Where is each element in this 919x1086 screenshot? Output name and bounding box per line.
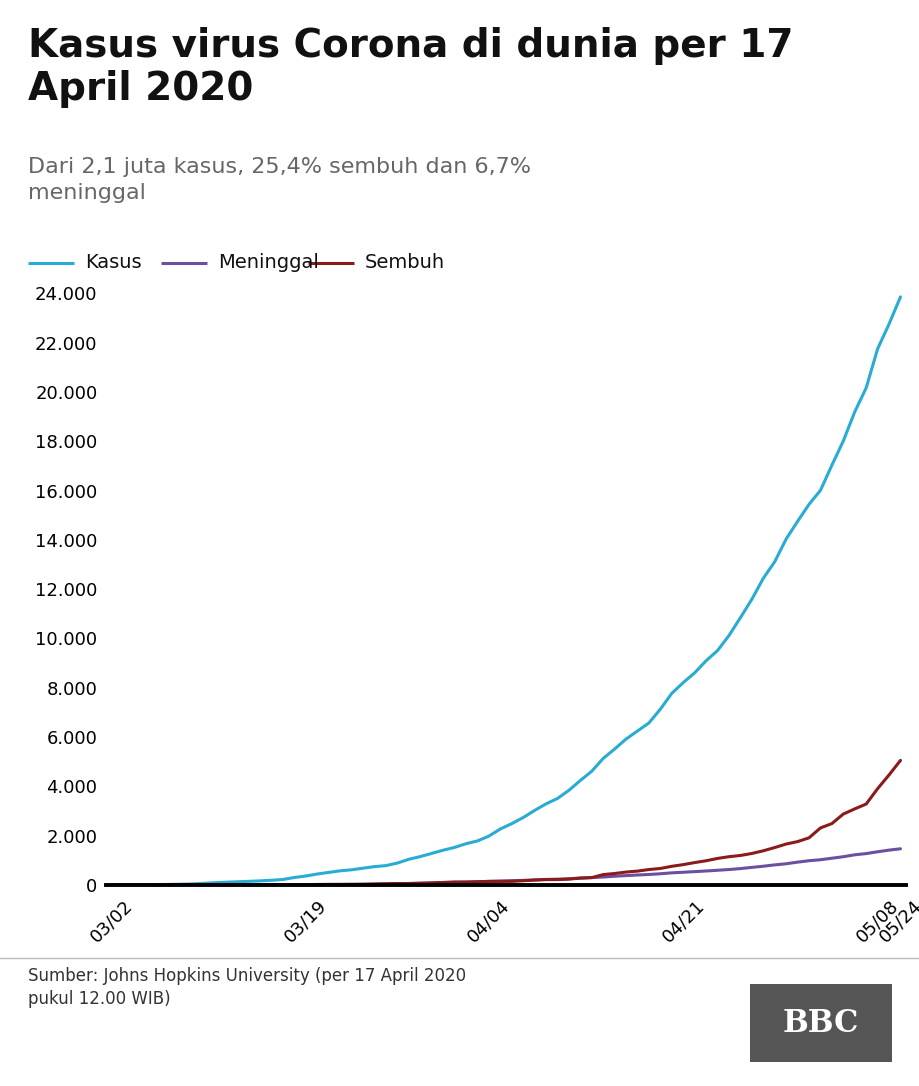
- Text: BBC: BBC: [782, 1008, 858, 1038]
- Text: Sumber: Johns Hopkins University (per 17 April 2020
pukul 12.00 WIB): Sumber: Johns Hopkins University (per 17…: [28, 967, 465, 1008]
- Text: Sembuh: Sembuh: [365, 253, 445, 273]
- Text: Kasus virus Corona di dunia per 17
April 2020: Kasus virus Corona di dunia per 17 April…: [28, 27, 792, 108]
- Text: Kasus: Kasus: [85, 253, 142, 273]
- Text: Dari 2,1 juta kasus, 25,4% sembuh dan 6,7%
meninggal: Dari 2,1 juta kasus, 25,4% sembuh dan 6,…: [28, 157, 530, 203]
- Text: Meninggal: Meninggal: [218, 253, 319, 273]
